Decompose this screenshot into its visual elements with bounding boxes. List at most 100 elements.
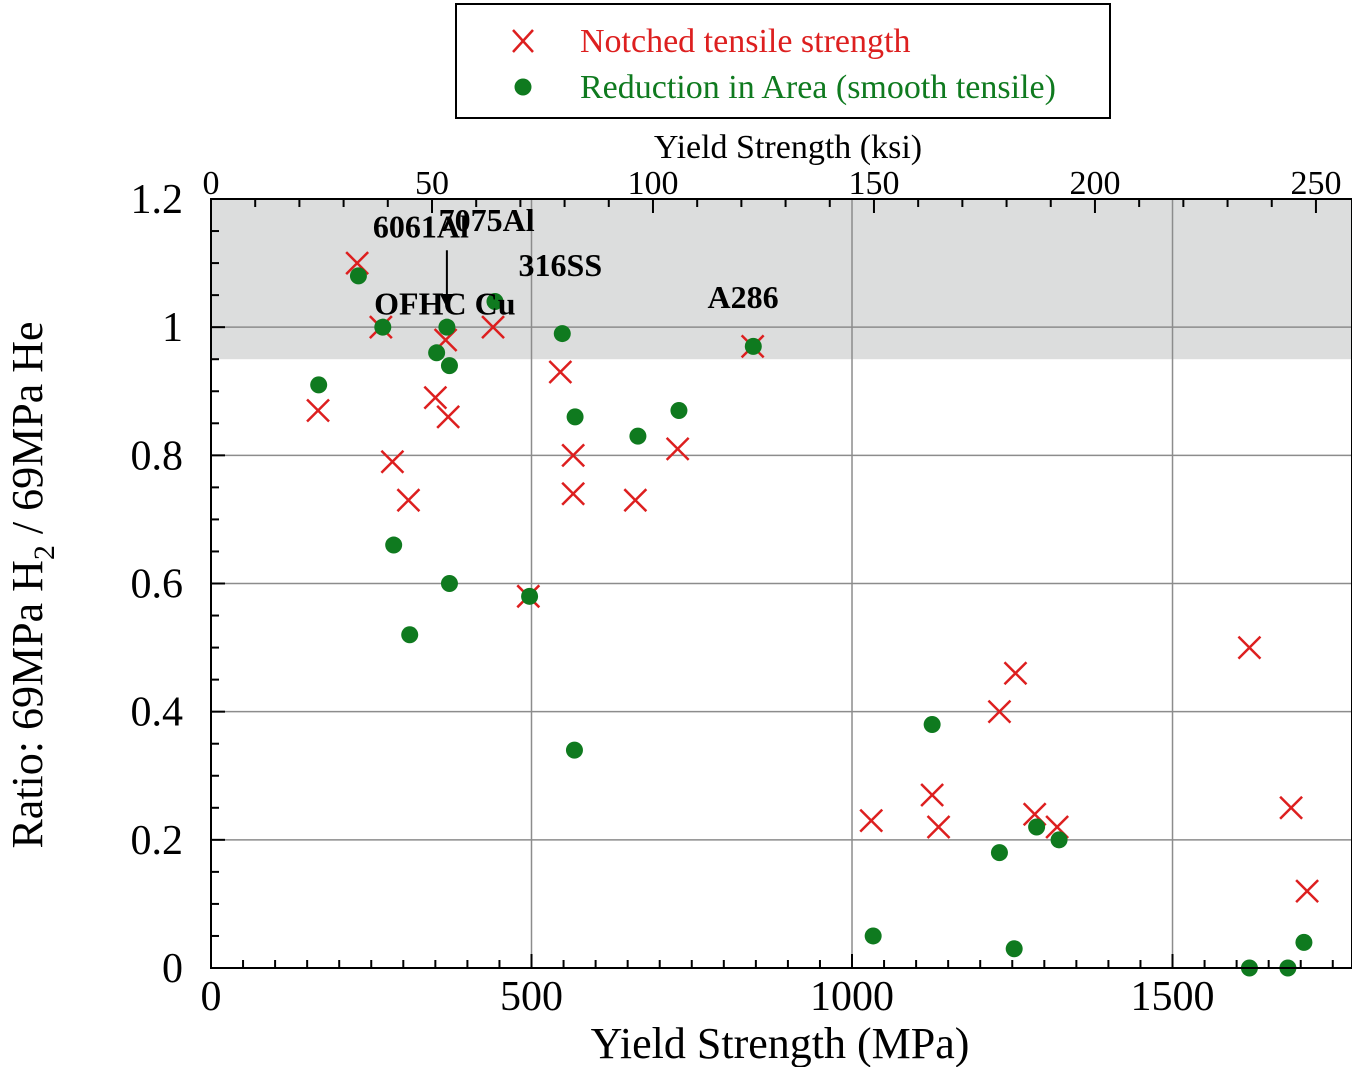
y-axis-label-rest: / 69MPa He [3, 321, 52, 545]
reduction-point [440, 357, 458, 375]
notched-point-stroke [987, 699, 1012, 724]
notched-point [561, 443, 586, 468]
notched-point-stroke [380, 449, 405, 474]
reduction-point [428, 344, 446, 362]
reduction-point [1005, 940, 1023, 958]
notched-point [920, 783, 945, 807]
notched-point [1003, 661, 1028, 686]
reduction-point [566, 408, 584, 426]
reduction-point [1028, 818, 1046, 836]
reduction-point [670, 401, 688, 419]
notched-point [1295, 879, 1320, 903]
top-tick-label: 150 [848, 165, 899, 202]
x-axis-label: Yield Strength (MPa) [591, 1019, 970, 1067]
reduction-point [385, 536, 403, 554]
notched-point-stroke [481, 315, 505, 340]
notched-point [926, 815, 951, 839]
reduction-point [521, 587, 539, 605]
reduction-point [349, 267, 367, 285]
notched-point [987, 699, 1012, 724]
y-tick-label: 0.2 [131, 818, 184, 864]
x-tick-label: 1000 [810, 974, 894, 1020]
shaded-band-layer [211, 199, 1352, 360]
material-annotation: 7075Al [439, 202, 535, 238]
top-tick-label: 200 [1069, 165, 1120, 202]
notched-point [623, 488, 648, 513]
material-annotation: 316SS [519, 247, 603, 283]
y-tick-label: 0.6 [131, 562, 184, 608]
arrow-7075al-head [439, 293, 454, 308]
notched-point-stroke [920, 783, 945, 807]
notched-point [380, 449, 405, 474]
legend-box [455, 3, 1111, 119]
notched-point [436, 404, 461, 429]
shaded-band [211, 199, 1352, 360]
notched-point [396, 488, 421, 513]
legend-label-reduction: Reduction in Area (smooth tensile) [580, 69, 1056, 106]
notched-point-stroke [436, 404, 461, 429]
notched-point [1279, 795, 1303, 820]
reduction-point [923, 715, 941, 733]
legend-marker-reduction [514, 78, 532, 96]
reduction-point [1295, 933, 1313, 951]
notched-point [665, 437, 690, 461]
reduction-point [374, 318, 392, 336]
notched-point-stroke [396, 488, 421, 513]
top-tick-label: 0 [203, 165, 220, 202]
notched-point-stroke [1279, 795, 1303, 820]
reduction-point [401, 626, 419, 644]
y-tick-label: 0.4 [131, 690, 184, 736]
y-tick-label: 0 [162, 946, 183, 992]
material-annotation: A286 [707, 279, 778, 315]
x-tick-label: 0 [201, 974, 222, 1020]
reduction-point [553, 325, 571, 343]
y-axis-label: Ratio: 69MPa H2 / 69MPa He [3, 321, 61, 848]
reduction-point [990, 844, 1008, 862]
notched-point [859, 808, 884, 833]
notched-point [548, 360, 573, 384]
plot-frame [210, 198, 1352, 969]
reduction-point [565, 741, 583, 759]
notched-point-stroke [1022, 802, 1047, 827]
notched-point [481, 315, 505, 340]
x-tick-label: 1500 [1131, 974, 1215, 1020]
y-tick-label: 0.8 [131, 433, 184, 479]
notched-point-stroke [926, 815, 951, 839]
reduction-point [440, 575, 458, 592]
notched-point-stroke [306, 398, 330, 423]
x-tick-label: 500 [500, 974, 563, 1020]
reduction-point [486, 293, 504, 311]
notched-point-stroke [1295, 879, 1320, 903]
notched-point-stroke [1003, 661, 1028, 686]
material-annotation: 6061Al [373, 208, 469, 244]
reduction-point [438, 318, 456, 336]
top-axis-label: Yield Strength (ksi) [654, 129, 922, 166]
notched-point-stroke [1045, 815, 1070, 839]
notched-point-stroke [561, 443, 586, 468]
notched-point-stroke [561, 481, 586, 506]
legend-marker-notched [512, 29, 534, 53]
reduction-point [864, 927, 882, 945]
y-axis-label-main: Ratio: 69MPa H [3, 560, 52, 848]
notched-point-stroke [423, 385, 448, 410]
tick-label-layer: 0 0.2 0.4 0.6 0.8 1 1.2 0 500 1000 1500 0 50 100 150 20… [131, 165, 1342, 1020]
notched-point-stroke [859, 808, 884, 833]
notched-point [1237, 635, 1262, 660]
notched-point [423, 385, 448, 410]
notched-point-stroke [548, 360, 573, 384]
series-layer [306, 251, 1320, 977]
y-tick-label: 1 [162, 305, 183, 351]
y-axis-label-sub: 2 [28, 545, 61, 560]
notched-point [306, 398, 330, 423]
y-tick-label: 1.2 [131, 177, 184, 223]
notched-point-stroke [345, 251, 370, 275]
reduction-point [1050, 831, 1068, 849]
notched-point-stroke [665, 437, 690, 461]
top-tick-label: 100 [627, 165, 678, 202]
top-tick-label: 50 [415, 165, 449, 202]
notched-point [561, 481, 586, 506]
top-tick-label: 250 [1290, 165, 1341, 202]
